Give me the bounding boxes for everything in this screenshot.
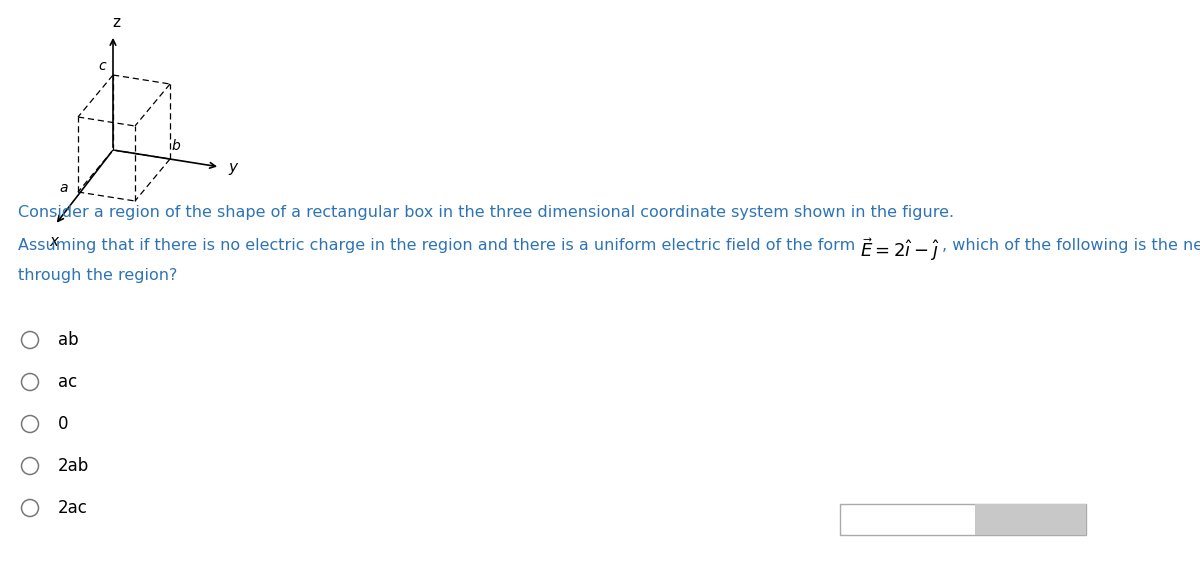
Text: a: a: [60, 181, 68, 195]
Text: z: z: [112, 15, 120, 30]
Text: ab: ab: [58, 331, 79, 349]
Bar: [976, 504, 1086, 535]
Text: x: x: [49, 234, 59, 249]
Text: 0: 0: [58, 415, 68, 433]
Circle shape: [22, 332, 38, 348]
Text: 2ab: 2ab: [58, 457, 89, 475]
Text: $\vec{E} = 2\hat{\imath} - \hat{\jmath}$: $\vec{E} = 2\hat{\imath} - \hat{\jmath}$: [860, 236, 941, 263]
Text: through the region?: through the region?: [18, 268, 178, 283]
Bar: [840, 504, 1086, 535]
Text: Consider a region of the shape of a rectangular box in the three dimensional coo: Consider a region of the shape of a rect…: [18, 205, 954, 220]
Circle shape: [22, 457, 38, 475]
Circle shape: [22, 415, 38, 432]
Text: y: y: [228, 159, 238, 175]
Text: c: c: [98, 59, 106, 73]
Circle shape: [22, 373, 38, 390]
Text: 2ac: 2ac: [58, 499, 88, 517]
Text: b: b: [172, 139, 181, 153]
Circle shape: [22, 500, 38, 517]
Text: , which of the following is the net electric flux: , which of the following is the net elec…: [942, 238, 1200, 253]
Text: ac: ac: [58, 373, 77, 391]
Text: Assuming that if there is no electric charge in the region and there is a unifor: Assuming that if there is no electric ch…: [18, 238, 860, 253]
